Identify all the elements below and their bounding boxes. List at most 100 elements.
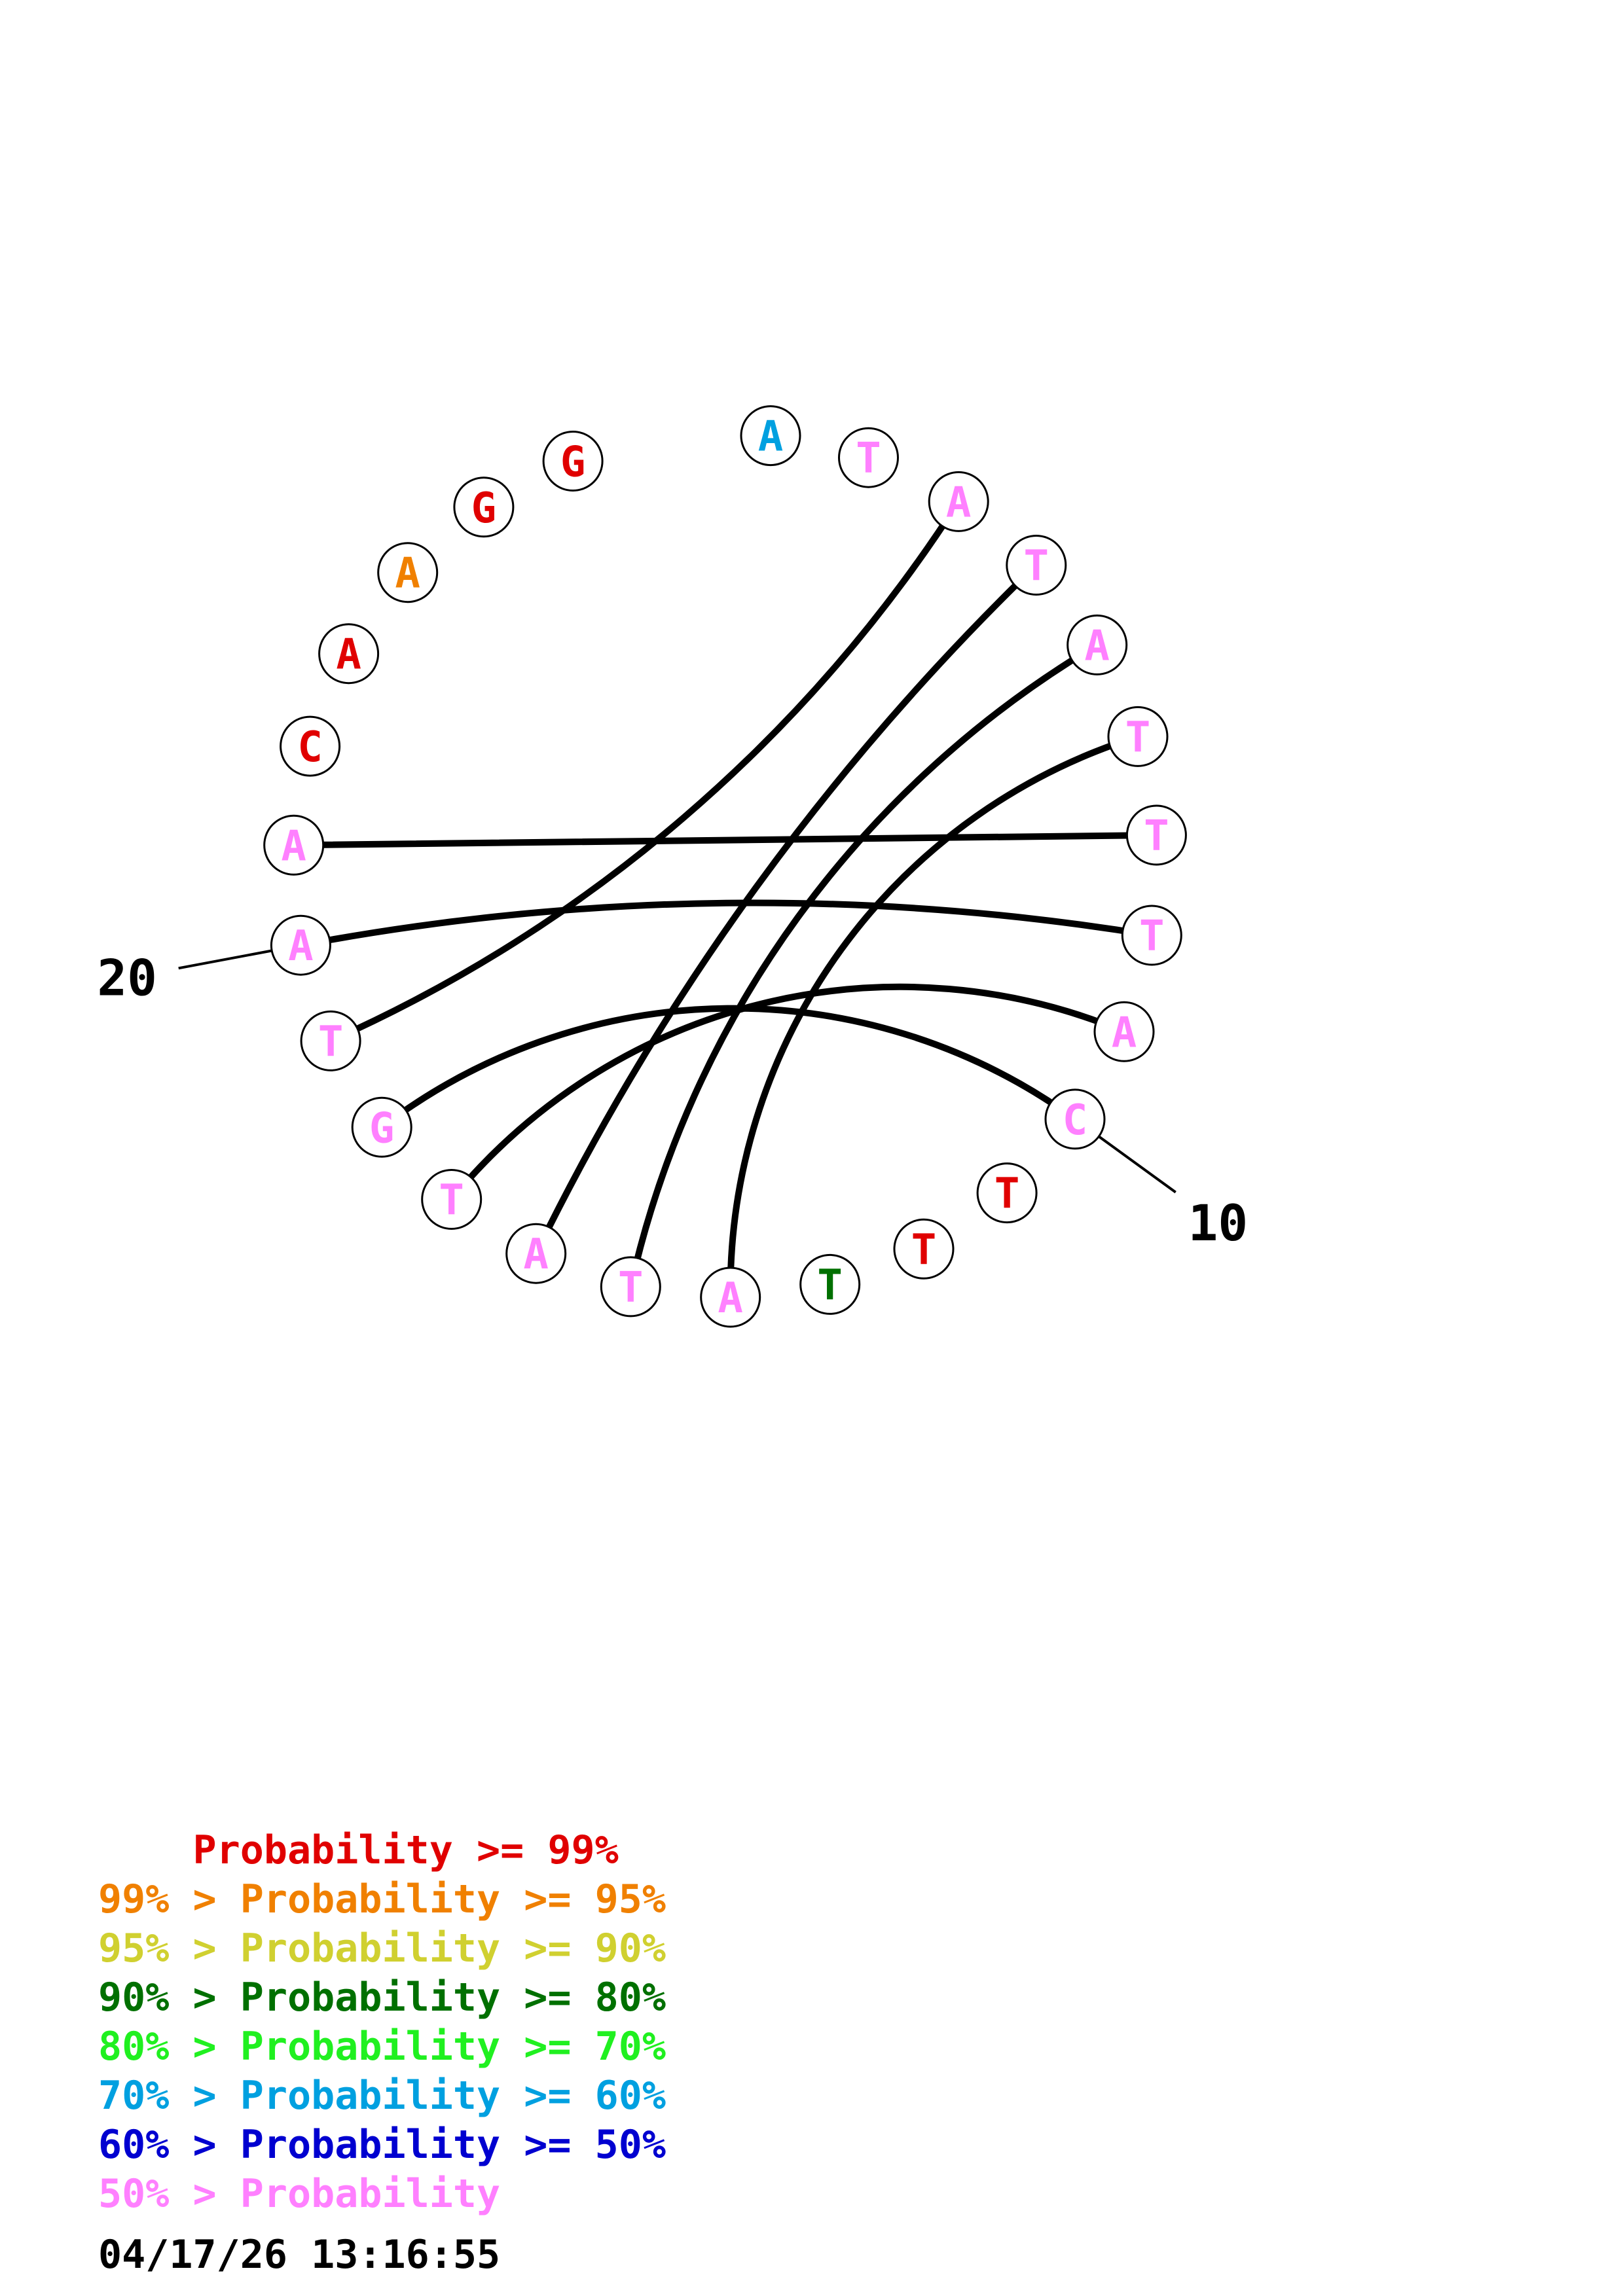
- tick-line-10: [1098, 1135, 1176, 1194]
- legend-row: Probability >= 99%: [98, 1826, 666, 1875]
- pair-arc-7-21: [290, 832, 1160, 849]
- nucleotide-circle: [421, 1169, 483, 1230]
- nucleotide-26: G: [542, 431, 604, 492]
- nucleotide-15: T: [600, 1256, 661, 1318]
- nucleotide-letter: A: [336, 631, 361, 679]
- legend-prefix: 90% >: [98, 1975, 240, 2020]
- nucleotide-letter: T: [817, 1261, 843, 1310]
- nucleotide-23: A: [318, 623, 380, 685]
- nucleotide-letter: A: [1112, 1009, 1137, 1057]
- nucleotide-11: T: [976, 1162, 1038, 1224]
- nucleotide-letter: G: [560, 439, 586, 487]
- legend-row: 70% > Probability >= 60%: [98, 2072, 666, 2121]
- pair-arc-9-17: [448, 983, 1127, 1203]
- nucleotide-circle: [263, 814, 325, 876]
- nucleotide-21: A: [263, 814, 325, 876]
- nucleotide-circle: [1107, 706, 1169, 767]
- nucleotide-letter: T: [1144, 812, 1169, 861]
- nucleotide-circle: [838, 427, 899, 488]
- nucleotide-circle: [300, 1010, 361, 1071]
- nucleotide-25: G: [453, 476, 515, 538]
- nucleotide-circle: [976, 1162, 1038, 1224]
- nucleotide-letter: C: [1063, 1096, 1088, 1145]
- nucleotide-letter: A: [1084, 622, 1110, 670]
- nucleotide-1: A: [740, 405, 801, 467]
- nucleotide-16: A: [505, 1223, 567, 1284]
- position-ticks: 10 20: [97, 949, 1248, 1253]
- nucleotide-circle: [270, 914, 331, 976]
- pair-arc-3-19: [327, 498, 962, 1045]
- nucleotide-10: C: [1044, 1088, 1106, 1150]
- nucleotide-letter: G: [471, 484, 497, 533]
- legend-text: Probability >= 95%: [240, 1876, 666, 1922]
- nucleotide-letter: G: [369, 1104, 395, 1153]
- nucleotide-circle: [1006, 535, 1067, 596]
- legend-text: Probability >= 80%: [240, 1975, 666, 2020]
- nucleotide-letter: T: [1125, 713, 1151, 762]
- timestamp: 04/17/26 13:16:55: [98, 2232, 501, 2278]
- nucleotide-12: T: [893, 1218, 955, 1280]
- nucleotide-6: T: [1107, 706, 1169, 767]
- nucleotide-letter: T: [994, 1170, 1020, 1219]
- legend-text: Probability >= 50%: [240, 2122, 666, 2168]
- legend-row: 95% > Probability >= 90%: [98, 1924, 666, 1973]
- nucleotide-circle: [799, 1253, 861, 1315]
- nucleotide-letter: A: [946, 478, 972, 527]
- nucleotide-letter: A: [758, 413, 784, 461]
- legend-prefix: 80% >: [98, 2024, 240, 2070]
- pair-arc-5-15: [627, 641, 1101, 1290]
- nucleotide-circle: [740, 405, 801, 467]
- legend-prefix: 95% >: [98, 1926, 240, 1971]
- nucleotide-20: A: [270, 914, 331, 976]
- nucleotide-24: A: [377, 542, 439, 603]
- nucleotide-letter: T: [1139, 912, 1165, 961]
- legend-row: 60% > Probability >= 50%: [98, 2121, 666, 2170]
- nucleotide-7: T: [1125, 804, 1187, 866]
- nucleotide-circle: [351, 1096, 412, 1158]
- nucleotide-letter: A: [523, 1230, 549, 1279]
- nucleotide-17: T: [421, 1169, 483, 1230]
- legend-row: 90% > Probability >= 80%: [98, 1973, 666, 2022]
- nucleotide-circle: [505, 1223, 567, 1284]
- nucleotide-9: A: [1093, 1001, 1155, 1062]
- pair-arc-6-14: [727, 733, 1141, 1300]
- legend-prefix: 70% >: [98, 2073, 240, 2119]
- nucleotide-letter: T: [1024, 543, 1049, 591]
- nucleotide-circle: [542, 431, 604, 492]
- nucleotide-circle: [377, 542, 439, 603]
- legend-prefix: [98, 1827, 193, 1873]
- nucleotide-circle: [1121, 905, 1182, 966]
- pair-arc-4-16: [532, 562, 1040, 1257]
- nucleotide-letter: T: [439, 1177, 464, 1225]
- nucleotide-circle: [318, 623, 380, 685]
- nucleotide-circle: [1125, 804, 1187, 866]
- nucleotide-14: A: [700, 1266, 761, 1328]
- nucleotide-circle: [280, 715, 341, 777]
- nucleotide-circle: [1044, 1088, 1106, 1150]
- nucleotide-3: A: [928, 471, 989, 532]
- legend-prefix: 60% >: [98, 2122, 240, 2168]
- nucleotide-13: T: [799, 1253, 861, 1315]
- nucleotide-letter: T: [318, 1018, 344, 1066]
- nucleotide-letter: A: [288, 922, 314, 971]
- nucleotide-circle: [1067, 614, 1128, 675]
- nucleotide-circle: [700, 1266, 761, 1328]
- nucleotide-2: T: [838, 427, 899, 488]
- nucleotide-18: G: [351, 1096, 412, 1158]
- nucleotide-4: T: [1006, 535, 1067, 596]
- nucleotide-letter: A: [718, 1274, 743, 1323]
- nucleotide-19: T: [300, 1010, 361, 1071]
- nucleotide-letter: A: [395, 550, 420, 598]
- nucleotide-letter: T: [856, 435, 881, 483]
- nucleotide-circle: [893, 1218, 955, 1280]
- legend-row: 99% > Probability >= 95%: [98, 1875, 666, 1924]
- tick-line-20: [178, 949, 272, 970]
- nucleotide-5: A: [1067, 614, 1128, 675]
- nucleotide-letter: T: [911, 1226, 937, 1274]
- nucleotide-circle: [1093, 1001, 1155, 1062]
- legend-row: 50% > Probability: [98, 2170, 666, 2219]
- nucleotide-circle: [453, 476, 515, 538]
- pair-arc-8-20: [297, 899, 1156, 949]
